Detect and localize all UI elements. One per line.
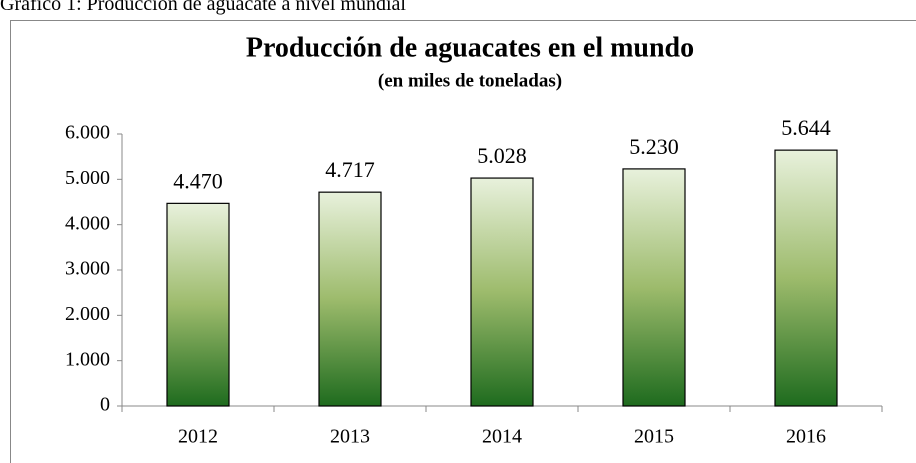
y-tick-label: 3.000 (65, 258, 110, 280)
value-label: 5.644 (781, 115, 831, 140)
caption: Gráfico 1: Producción de aguacate a nive… (0, 0, 406, 15)
value-label: 5.028 (477, 143, 527, 168)
x-tick-label: 2012 (178, 426, 218, 448)
y-tick-label: 4.000 (65, 212, 110, 234)
bar (470, 177, 534, 407)
bar (318, 191, 382, 407)
x-tick-label: 2013 (330, 426, 370, 448)
y-tick-label: 0 (100, 394, 110, 416)
value-label: 4.717 (325, 157, 375, 182)
chart-subtitle: (en miles de toneladas) (378, 70, 562, 91)
value-label: 5.230 (629, 134, 679, 159)
y-tick-label: 6.000 (65, 122, 110, 144)
value-label: 4.470 (173, 168, 223, 193)
bar (774, 149, 838, 407)
chart-border (10, 20, 916, 463)
x-tick-label: 2016 (786, 426, 826, 448)
y-tick-label: 5.000 (65, 167, 110, 189)
x-tick-label: 2014 (482, 426, 522, 448)
bar (622, 168, 686, 407)
bar (166, 202, 230, 407)
chart-title: Producción de aguacates en el mundo (246, 32, 694, 63)
y-tick-label: 2.000 (65, 303, 110, 325)
x-tick-label: 2015 (634, 426, 674, 448)
y-tick-label: 1.000 (65, 348, 110, 370)
